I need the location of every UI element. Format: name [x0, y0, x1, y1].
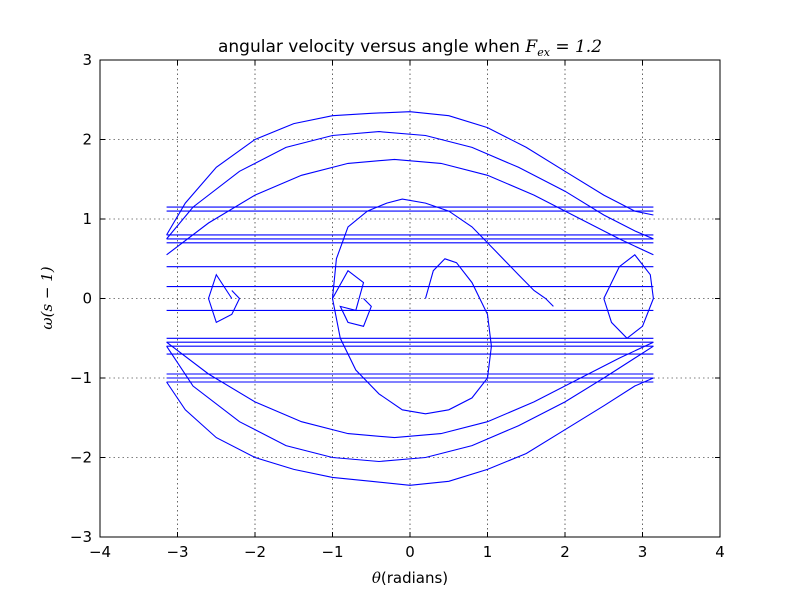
trajectory-segment — [166, 377, 654, 486]
x-tick-label: −2 — [244, 543, 266, 561]
x-tick-label: 3 — [638, 543, 648, 561]
trajectory-segment — [332, 269, 372, 327]
y-tick-label: −2 — [70, 449, 92, 467]
trajectory-segment — [166, 158, 654, 256]
y-tick-label: 3 — [82, 51, 92, 69]
y-axis-label: ω(s − 1) — [38, 266, 56, 329]
x-tick-label: 4 — [715, 543, 725, 561]
x-tick-label: −4 — [89, 543, 111, 561]
x-tick-labels: −4 −3 −2 −1 0 1 2 3 4 — [89, 543, 725, 561]
x-tick-label: −1 — [321, 543, 343, 561]
x-tick-label: 2 — [560, 543, 570, 561]
x-axis-label: θ(radians) — [372, 569, 448, 587]
y-tick-label: −3 — [70, 528, 92, 546]
trajectory — [166, 111, 654, 486]
trajectory-segment — [166, 111, 654, 236]
title-math: F — [524, 37, 538, 57]
y-tick-label: 0 — [82, 290, 92, 308]
ticks — [99, 59, 721, 538]
x-tick-label: −3 — [166, 543, 188, 561]
x-tick-label: 1 — [483, 543, 493, 561]
trajectory-segment — [207, 273, 241, 324]
y-tick-labels: −3 −2 −1 0 1 2 3 — [70, 51, 92, 546]
y-tick-label: 1 — [82, 210, 92, 228]
title-math-sub: ex — [537, 46, 551, 59]
y-tick-label: 2 — [82, 131, 92, 149]
trajectory-segment — [166, 341, 654, 439]
trajectory-segment — [603, 254, 654, 340]
trajectory-segment — [166, 131, 654, 240]
title-text: angular velocity versus angle when — [218, 37, 525, 57]
x-axis-label-math: θ — [372, 569, 381, 587]
y-tick-label: −1 — [70, 369, 92, 387]
chart-title: angular velocity versus angle when Fex =… — [218, 37, 602, 59]
title-math-rest: = 1.2 — [550, 37, 602, 57]
x-tick-label: 0 — [405, 543, 415, 561]
x-axis-label-text: (radians) — [381, 569, 448, 587]
